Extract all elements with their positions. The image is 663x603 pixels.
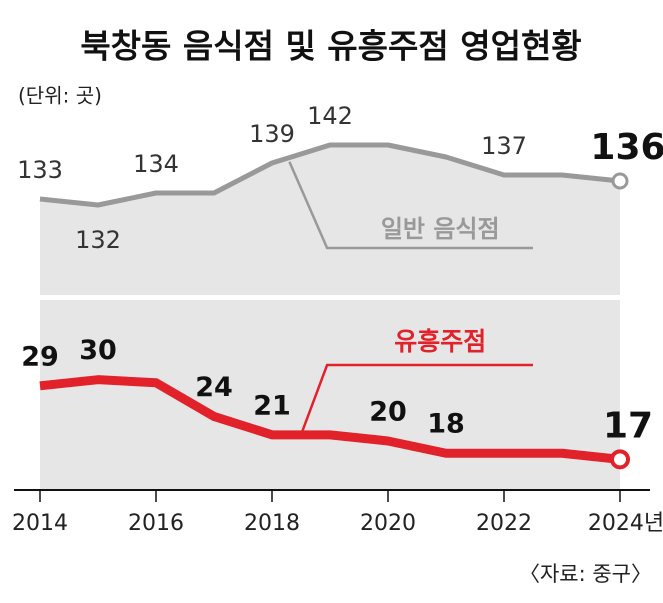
series-name: 유흥주점 [394, 327, 486, 356]
data-label: 136 [590, 127, 663, 168]
end-marker [610, 449, 630, 470]
data-label: 17 [603, 405, 653, 446]
leader-line [299, 363, 533, 436]
series-line [39, 142, 621, 208]
data-label: 21 [253, 390, 291, 421]
leader-line [288, 161, 533, 250]
series-line [39, 375, 621, 464]
data-label: 18 [427, 409, 465, 440]
data-label: 137 [481, 132, 527, 160]
x-tick-label: 2022 [476, 511, 532, 536]
series-name: 일반 음식점 [381, 215, 500, 243]
x-tick-label: 2014 [12, 511, 68, 536]
x-tick-label: 2018 [244, 511, 300, 536]
data-label: 142 [307, 102, 353, 130]
data-label: 132 [75, 226, 121, 254]
subtitle: (단위: 곳) [18, 84, 102, 108]
data-label: 139 [249, 120, 295, 148]
x-tick-label: 2016 [128, 511, 184, 536]
data-label: 20 [369, 396, 407, 427]
panel-background [40, 300, 620, 490]
area [40, 145, 620, 295]
x-tick-label: 2020 [360, 511, 416, 536]
end-marker [611, 172, 629, 190]
data-label: 24 [195, 372, 233, 403]
data-label: 30 [79, 335, 117, 366]
chart-title: 북창동 음식점 및 유흥주점 영업현황 [80, 27, 581, 66]
data-label: 134 [133, 150, 179, 178]
data-label: 133 [17, 156, 63, 184]
data-label: 29 [21, 341, 59, 372]
x-tick-label: 2024년 [588, 511, 663, 536]
source: 〈자료: 중구〉 [519, 562, 652, 586]
